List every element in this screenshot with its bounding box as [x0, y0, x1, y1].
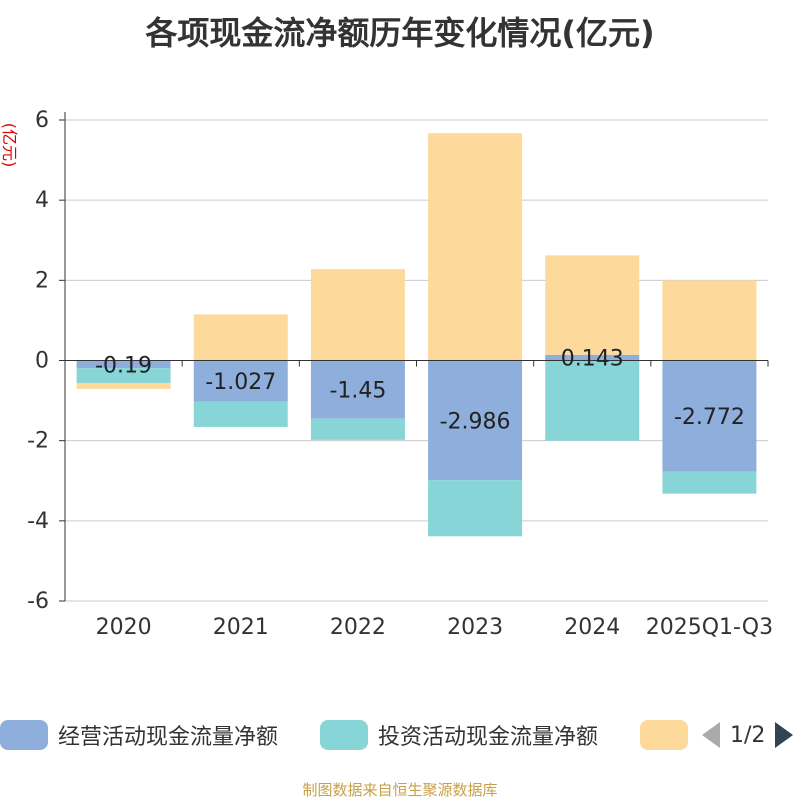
bar-2024-series-0 — [545, 354, 640, 361]
y-tick-label-4: 2 — [35, 268, 49, 293]
bar-2025Q1-Q3-series-0 — [662, 360, 757, 472]
legend-item-investing[interactable]: 投资活动现金流量净额 — [320, 718, 598, 752]
data-label-2021: -1.027 — [205, 370, 276, 395]
bar-2023-series-0 — [428, 360, 523, 481]
y-tick-label-6: 6 — [35, 108, 49, 133]
y-tick-label-0: -6 — [27, 589, 49, 614]
data-label-2023: -2.986 — [440, 409, 511, 434]
data-source-note: 制图数据来自恒生聚源数据库 — [302, 781, 498, 799]
legend-swatch-investing — [320, 720, 368, 750]
bar-2025Q1-Q3-series-2 — [662, 280, 757, 361]
x-tick-label-4: 2024 — [564, 615, 620, 640]
data-label-2024: 0.143 — [561, 347, 624, 372]
legend-swatch-financing — [640, 720, 688, 750]
bar-2021-series-1 — [193, 401, 288, 427]
bar-2023-series-1 — [428, 480, 523, 537]
y-tick-label-2: -2 — [27, 429, 49, 454]
bar-2024-series-1 — [545, 360, 640, 441]
legend-label-operating: 经营活动现金流量净额 — [58, 725, 279, 750]
chart-title: 各项现金流净额历年变化情况(亿元) — [145, 14, 655, 52]
y-tick-label-1: -4 — [27, 509, 49, 534]
legend-label-investing: 投资活动现金流量净额 — [378, 725, 599, 750]
legend-next-page-icon[interactable] — [775, 722, 794, 748]
x-tick-label-1: 2021 — [213, 615, 269, 640]
legend-page-indicator: 1/2 — [730, 722, 766, 748]
legend-item-financing[interactable] — [640, 718, 698, 752]
bar-2020-series-1 — [76, 368, 171, 383]
bar-2024-series-2 — [545, 255, 640, 355]
bar-2025Q1-Q3-series-1 — [662, 471, 757, 494]
x-tick-label-0: 2020 — [96, 615, 152, 640]
y-axis-title: (亿元) — [0, 123, 19, 168]
legend-prev-page-icon[interactable] — [702, 722, 720, 748]
legend-item-operating[interactable]: 经营活动现金流量净额 — [0, 718, 278, 752]
x-tick-label-5: 2025Q1-Q3 — [646, 615, 773, 640]
data-label-2020: -0.19 — [95, 353, 152, 378]
bar-2020-series-2 — [76, 382, 171, 389]
bar-2021-series-0 — [193, 360, 288, 402]
y-tick-label-3: 0 — [35, 349, 49, 374]
bar-2022-series-2 — [310, 269, 405, 361]
x-tick-label-3: 2023 — [447, 615, 503, 640]
legend-swatch-operating — [0, 720, 48, 750]
bar-2021-series-2 — [193, 314, 288, 361]
data-label-2022: -1.45 — [329, 379, 386, 404]
bar-2020-series-0 — [76, 360, 171, 369]
data-label-2025Q1-Q3: -2.772 — [674, 405, 745, 430]
legend-pager: 1/2 — [702, 718, 794, 752]
y-tick-label-5: 4 — [35, 188, 49, 213]
bar-2022-series-1 — [310, 418, 405, 440]
x-tick-label-2: 2022 — [330, 615, 386, 640]
bar-2023-series-2 — [428, 133, 523, 361]
bar-2022-series-0 — [310, 360, 405, 419]
